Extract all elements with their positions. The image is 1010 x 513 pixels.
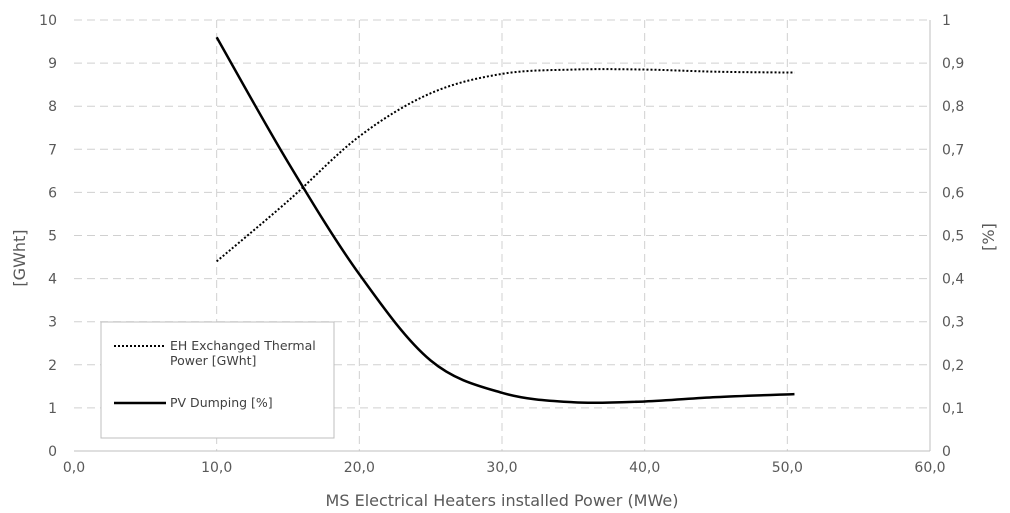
y-left-tick-label: 8 (48, 99, 57, 115)
y-right-tick-label: 0,2 (942, 358, 964, 374)
y-right-tick-label: 0,1 (942, 401, 964, 417)
series-line-eh-exchanged-thermal-power (216, 68, 795, 263)
y-right-tick-label: 0,8 (942, 99, 964, 115)
ticks-layer: 0,0 10,0 20,0 30,0 40,0 50,0 60,00123456789100… (39, 13, 964, 476)
x-axis-title: MS Electrical Heaters installed Power (M… (326, 491, 679, 510)
y-left-tick-label: 2 (48, 358, 57, 374)
y-right-tick-label: 0 (942, 444, 951, 460)
legend-label-eh-line1: EH Exchanged Thermal (170, 338, 316, 353)
y-right-tick-label: 1 (942, 13, 951, 29)
y-right-tick-label: 0,6 (942, 185, 964, 201)
x-tick-label: 50,0 (772, 460, 803, 476)
y-right-tick-label: 0,4 (942, 272, 964, 288)
y-left-tick-label: 3 (48, 315, 57, 331)
legend: EH Exchanged Thermal Power [GWht] PV Dum… (100, 321, 335, 439)
y-left-tick-label: 6 (48, 185, 57, 201)
y-right-tick-label: 0,9 (942, 56, 964, 72)
y-right-axis-title: [%] (979, 223, 998, 251)
y-left-tick-label: 9 (48, 56, 57, 72)
legend-label-eh-line2: Power [GWht] (170, 353, 256, 368)
x-tick-label: 60,0 (914, 460, 945, 476)
y-left-tick-label: 5 (48, 229, 57, 245)
axis-layer (74, 20, 931, 452)
y-right-tick-label: 0,3 (942, 315, 964, 331)
x-tick-label: 20,0 (344, 460, 375, 476)
x-tick-label: 30,0 (486, 460, 517, 476)
y-left-tick-label: 4 (48, 272, 57, 288)
y-left-tick-label: 10 (39, 13, 57, 29)
y-left-tick-label: 1 (48, 401, 57, 417)
y-right-tick-label: 0,5 (942, 229, 964, 245)
legend-box (100, 321, 335, 439)
series-line-pv-dumping (215, 36, 795, 405)
y-left-axis-title: [GWht] (10, 229, 29, 286)
y-left-tick-label: 7 (48, 142, 57, 158)
series-layer (215, 36, 795, 405)
legend-label-eh: EH Exchanged Thermal Power [GWht] (170, 338, 320, 368)
x-tick-label: 0,0 (63, 460, 85, 476)
y-left-tick-label: 0 (48, 444, 57, 460)
x-tick-label: 40,0 (629, 460, 660, 476)
legend-label-pv: PV Dumping [%] (170, 395, 273, 410)
y-right-tick-label: 0,7 (942, 142, 964, 158)
grid-layer (74, 19, 930, 451)
x-tick-label: 10,0 (201, 460, 232, 476)
